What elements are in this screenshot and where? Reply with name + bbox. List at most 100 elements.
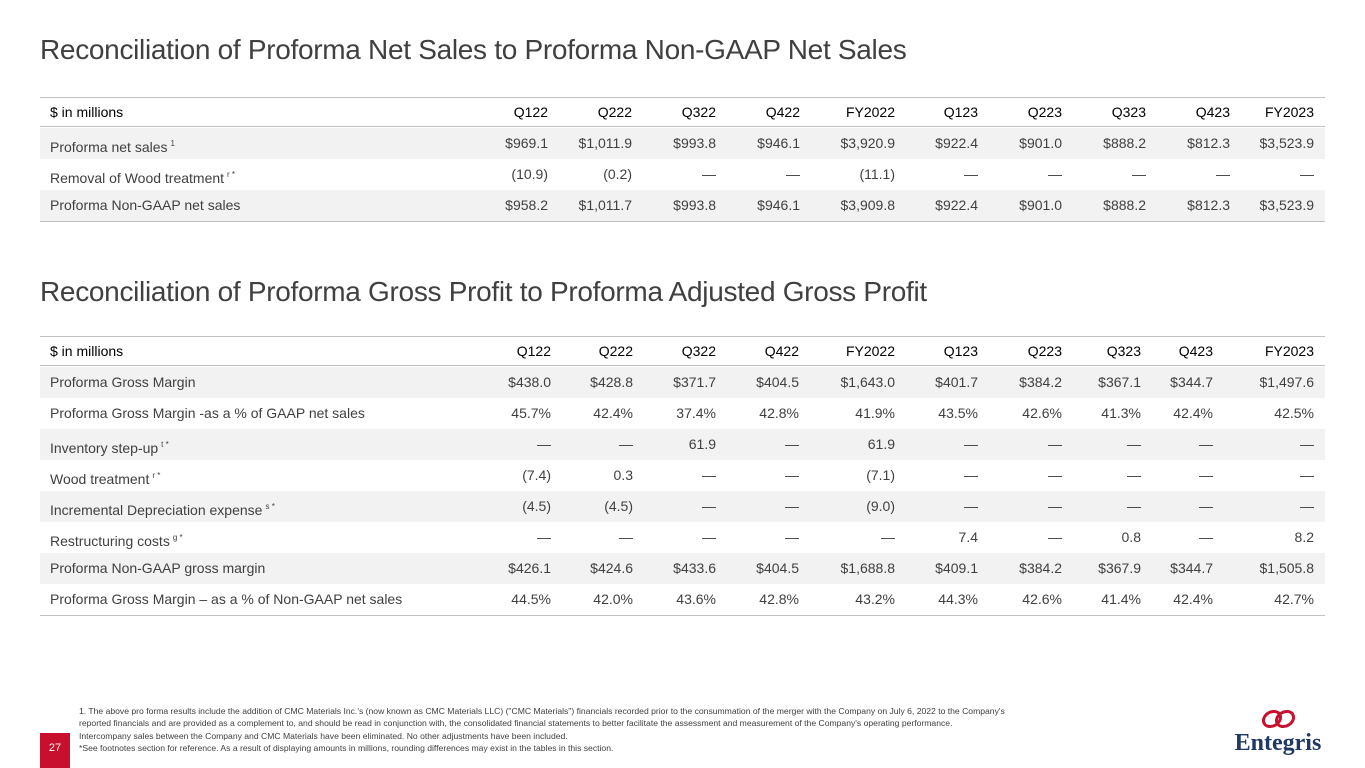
label-text: Proforma Gross Margin -as a % of GAAP ne… bbox=[50, 405, 365, 421]
header-cell: Q222 bbox=[597, 104, 632, 120]
logo-text: Entegris bbox=[1235, 730, 1322, 756]
header-row: $ in millions Q122 Q222 Q322 Q422 FY2022 Q123 Q… bbox=[40, 97, 1325, 127]
header-cell: Q322 bbox=[681, 343, 716, 359]
value-cell: 42.4% bbox=[1173, 405, 1213, 421]
value-cell: $1,688.8 bbox=[840, 560, 896, 576]
value-cell: 42.4% bbox=[593, 405, 633, 421]
label-text: Proforma Gross Margin – as a % of Non-GA… bbox=[50, 591, 403, 607]
value-cell: — bbox=[964, 436, 978, 452]
value-cell: (11.1) bbox=[859, 166, 895, 182]
value-cell: 44.5% bbox=[511, 591, 551, 607]
value-cell: 42.7% bbox=[1274, 591, 1314, 607]
label-text: Wood treatment bbox=[50, 471, 150, 487]
value-cell: — bbox=[702, 467, 716, 483]
row-label: Incremental Depreciation expense s * bbox=[50, 491, 275, 526]
value-cell: $901.0 bbox=[1019, 197, 1062, 213]
header-cell: Q423 bbox=[1178, 343, 1213, 359]
label-text: Proforma Non-GAAP gross margin bbox=[50, 560, 266, 576]
footnote: Intercompany sales between the Company a… bbox=[79, 730, 568, 741]
value-cell: (9.0) bbox=[866, 498, 895, 514]
header-cell: Q422 bbox=[765, 104, 800, 120]
value-cell: — bbox=[1127, 498, 1141, 514]
value-cell: $1,011.7 bbox=[578, 197, 632, 213]
row-label: Proforma Gross Margin bbox=[50, 367, 195, 398]
label-text: Proforma Gross Margin bbox=[50, 374, 196, 390]
value-cell: 8.2 bbox=[1294, 529, 1314, 545]
title: Reconciliation of Proforma Gross Profit … bbox=[40, 276, 927, 307]
header-cell: FY2023 bbox=[1264, 104, 1314, 120]
table-row: Proforma Non-GAAP gross margin $426.1 $424… bbox=[40, 553, 1325, 584]
value-cell: — bbox=[1048, 467, 1062, 483]
value-cell: — bbox=[1300, 498, 1314, 514]
value-cell: $3,523.9 bbox=[1259, 197, 1315, 213]
value-cell: 0.8 bbox=[1121, 529, 1141, 545]
header-cell: Q122 bbox=[513, 104, 548, 120]
value-cell: — bbox=[702, 166, 716, 182]
value-cell: (10.9) bbox=[511, 166, 548, 182]
header-cell: Q223 bbox=[1027, 343, 1062, 359]
row-label: Wood treatment r * bbox=[50, 460, 160, 495]
header-cell: Q122 bbox=[516, 343, 551, 359]
value-cell: $888.2 bbox=[1103, 197, 1146, 213]
row-label: Restructuring costs g * bbox=[50, 522, 183, 557]
footnote-ref: r * bbox=[227, 170, 236, 179]
footnote-ref: 1 bbox=[170, 139, 175, 148]
row-label: Proforma Gross Margin -as a % of GAAP ne… bbox=[50, 398, 365, 429]
label-text: Removal of Wood treatment bbox=[50, 170, 225, 186]
table-row: Proforma Gross Margin – as a % of Non-GA… bbox=[40, 584, 1325, 616]
label-text: Proforma Non-GAAP net sales bbox=[50, 197, 241, 213]
label-text: Inventory step-up bbox=[50, 440, 159, 456]
value-cell: 41.9% bbox=[855, 405, 895, 421]
label-text: Proforma net sales bbox=[50, 139, 168, 155]
value-cell: — bbox=[1199, 529, 1213, 545]
value-cell: — bbox=[1216, 166, 1230, 182]
value-cell: 42.6% bbox=[1022, 405, 1062, 421]
value-cell: $993.8 bbox=[673, 135, 716, 151]
value-cell: 44.3% bbox=[938, 591, 978, 607]
value-cell: $812.3 bbox=[1187, 135, 1230, 151]
value-cell: — bbox=[785, 467, 799, 483]
value-cell: — bbox=[1132, 166, 1146, 182]
value-cell: $888.2 bbox=[1103, 135, 1146, 151]
value-cell: — bbox=[619, 436, 633, 452]
value-cell: — bbox=[964, 166, 978, 182]
footnote: 1. The above pro forma results include t… bbox=[79, 706, 1005, 716]
header-cell: Q322 bbox=[681, 104, 716, 120]
value-cell: — bbox=[537, 529, 551, 545]
value-cell: 42.8% bbox=[759, 591, 799, 607]
value-cell: — bbox=[1127, 467, 1141, 483]
table-row: Proforma Gross Margin -as a % of GAAP ne… bbox=[40, 398, 1325, 429]
value-cell: 61.9 bbox=[688, 436, 716, 452]
header-cell: Q323 bbox=[1106, 343, 1141, 359]
footnote: reported financials and are provided as … bbox=[79, 718, 953, 729]
value-cell: — bbox=[1300, 166, 1314, 182]
row-label: Proforma Non-GAAP gross margin bbox=[50, 553, 265, 584]
value-cell: — bbox=[1199, 498, 1213, 514]
table-row: Proforma Non-GAAP net sales $958.2 $1,011.… bbox=[40, 190, 1325, 222]
label-text: Restructuring costs bbox=[50, 533, 170, 549]
value-cell: — bbox=[785, 436, 799, 452]
value-cell: 43.2% bbox=[855, 591, 895, 607]
value-cell: 37.4% bbox=[676, 405, 716, 421]
value-cell: $371.7 bbox=[673, 374, 716, 390]
logo: Entegris bbox=[1235, 709, 1322, 756]
header-cell: FY2022 bbox=[845, 343, 895, 359]
value-cell: $367.1 bbox=[1098, 374, 1141, 390]
value-cell: $946.1 bbox=[757, 135, 800, 151]
value-cell: — bbox=[881, 529, 895, 545]
value-cell: $3,920.9 bbox=[840, 135, 896, 151]
value-cell: 43.6% bbox=[676, 591, 716, 607]
value-cell: — bbox=[1300, 467, 1314, 483]
value-cell: 61.9 bbox=[867, 436, 895, 452]
header-cell: Q323 bbox=[1111, 104, 1146, 120]
footnote-ref: r * bbox=[152, 471, 161, 480]
value-cell: — bbox=[537, 436, 551, 452]
value-cell: — bbox=[1048, 498, 1062, 514]
value-cell: $969.1 bbox=[505, 135, 548, 151]
row-label: Inventory step-up t * bbox=[50, 429, 169, 464]
value-cell: $958.2 bbox=[505, 197, 548, 213]
footnote-ref: t * bbox=[161, 440, 169, 449]
header-cell: $ in millions bbox=[50, 104, 124, 120]
table-row: Proforma Gross Margin $438.0 $428.8 $371.7 $… bbox=[40, 367, 1325, 398]
